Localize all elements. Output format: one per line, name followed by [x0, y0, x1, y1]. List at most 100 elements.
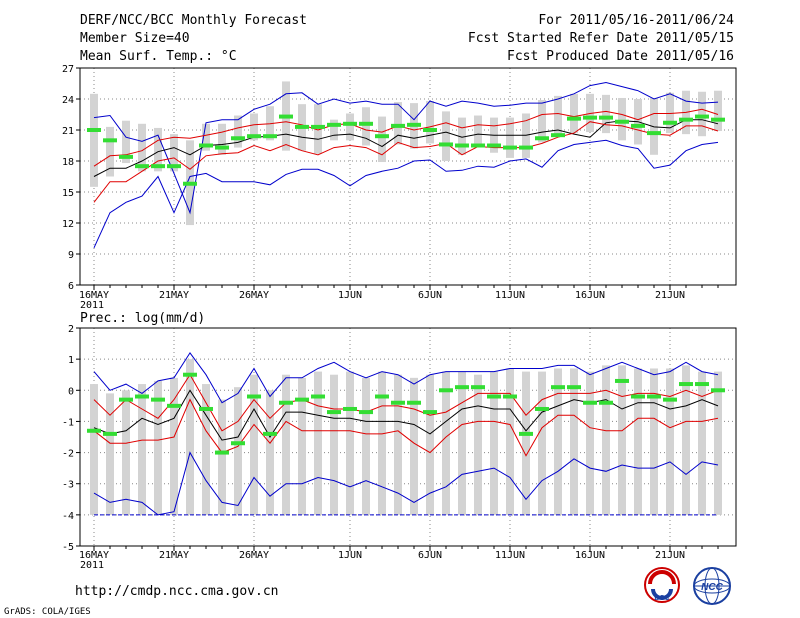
box-bar [90, 384, 98, 515]
box-bar [218, 123, 226, 155]
median-marker [183, 181, 197, 186]
median-marker [279, 114, 293, 119]
median-marker [295, 124, 309, 129]
median-marker [343, 121, 357, 126]
box-bar [122, 120, 130, 164]
box-bar [330, 119, 338, 141]
x-tick-label: 11JUN [495, 290, 525, 301]
box-bar [538, 371, 546, 515]
median-marker [103, 138, 117, 143]
series-line-lower [93, 121, 719, 203]
median-marker [167, 164, 181, 169]
box-bar [666, 368, 674, 515]
median-marker [711, 388, 725, 393]
temperature-panel: 6 9 12 15 18 21 24 27 16MAY 21MAY 26MAY 1JUN 6JUN 11J… [62, 64, 737, 311]
x-tick-label: 16JUN [575, 290, 605, 301]
series-line-min [93, 451, 719, 516]
median-marker [359, 410, 373, 415]
series-line-upper [93, 373, 719, 432]
box-bar [554, 95, 562, 136]
plot-frame [79, 67, 737, 286]
median-marker [455, 143, 469, 148]
median-marker [519, 431, 533, 436]
median-marker [407, 122, 421, 127]
median-marker [663, 397, 677, 402]
median-marker [471, 143, 485, 148]
median-marker [519, 145, 533, 150]
median-marker [615, 378, 629, 383]
box-bar [394, 374, 402, 515]
median-marker [343, 406, 357, 411]
median-marker [599, 400, 613, 405]
box-bar [410, 377, 418, 515]
box-bar [378, 116, 386, 163]
precipitation-panel: -5 -4 -3 -2 -1 0 1 2 16MAY 21MAY 26MAY 1JUN 6JUN 11JU… [62, 324, 737, 571]
median-marker [503, 145, 517, 150]
box-bar [394, 102, 402, 145]
series-line-mean [93, 389, 719, 441]
median-marker [151, 164, 165, 169]
box-bar [106, 126, 114, 177]
median-marker [231, 136, 245, 141]
median-marker [567, 116, 581, 121]
median-marker [423, 128, 437, 132]
median-marker [471, 385, 485, 390]
series-line-max [93, 81, 719, 215]
median-marker [583, 400, 597, 405]
box-bar [426, 374, 434, 515]
box-bar [202, 384, 210, 515]
median-marker [615, 119, 629, 124]
x-tick-label: 21MAY [159, 290, 189, 301]
median-marker [119, 154, 133, 159]
box-bar [90, 93, 98, 187]
box-bar [106, 393, 114, 515]
bcc-logo-icon: BCC [644, 567, 680, 603]
median-marker [439, 388, 453, 393]
median-marker [199, 143, 213, 148]
forecast-started-date: Fcst Started Refer Date 2011/05/15 [468, 31, 734, 46]
median-marker [599, 115, 613, 120]
median-marker [439, 142, 453, 147]
box-bar [170, 134, 178, 172]
box-bar [346, 113, 354, 141]
median-marker [167, 403, 181, 408]
x-tick-label: 21MAY [159, 550, 189, 561]
median-marker [375, 134, 389, 139]
box-bar [250, 374, 258, 515]
box-bar [378, 371, 386, 515]
box-bar [442, 111, 450, 161]
median-marker [647, 131, 661, 136]
box-bar [666, 92, 674, 134]
box-bar [442, 371, 450, 515]
median-marker [87, 128, 101, 132]
median-marker [263, 431, 277, 436]
box-bar [234, 387, 242, 515]
median-marker [679, 382, 693, 387]
box-bar [266, 106, 274, 141]
median-marker [359, 121, 373, 126]
box-bar [714, 371, 722, 515]
median-marker [711, 117, 725, 122]
median-marker [391, 400, 405, 405]
median-marker [631, 123, 645, 128]
box-bar [186, 359, 194, 515]
series-line-max [93, 352, 719, 404]
box-bar [650, 368, 658, 515]
series-line-mean [93, 119, 719, 177]
box-bar [618, 365, 626, 515]
box-bar [618, 97, 626, 141]
box-bar [282, 374, 290, 515]
box-bar [362, 377, 370, 515]
y-tick-label: -1 [62, 417, 74, 428]
median-marker [551, 133, 565, 138]
y-tick-label: 9 [68, 250, 74, 261]
precip-panel-title: Prec.: log(mm/d) [80, 311, 205, 326]
box-bar [298, 377, 306, 515]
box-bar [138, 123, 146, 172]
median-marker [695, 382, 709, 387]
median-marker [407, 400, 421, 405]
y-tick-label: -3 [62, 480, 74, 491]
x-tick-label: 11JUN [495, 550, 525, 561]
median-marker [87, 428, 101, 433]
box-bar [458, 371, 466, 515]
